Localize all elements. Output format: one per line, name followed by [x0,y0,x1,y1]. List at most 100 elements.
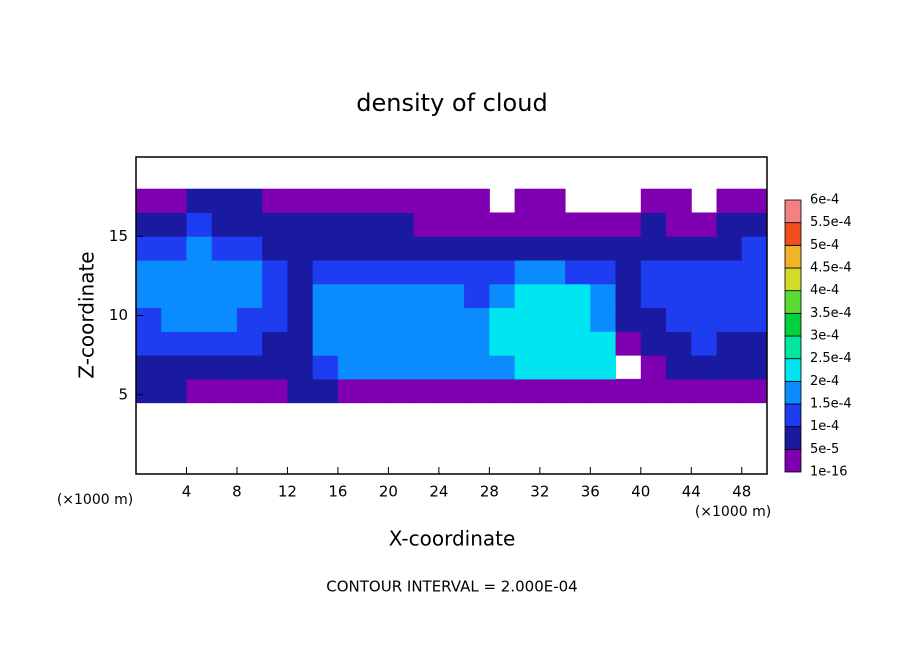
colorbar-label: 2.5e-4 [810,351,852,366]
contour-cell [287,283,314,309]
contour-cell [691,260,718,285]
contour-cell [337,307,364,332]
chart-title: density of cloud [356,89,547,117]
contour-cell [287,260,314,285]
contour-cell [489,307,516,332]
colorbar-label: 3.5e-4 [810,306,852,321]
colorbar-label: 1e-16 [810,465,848,480]
contour-cell [565,260,591,285]
contour-cell [413,283,440,309]
contour-cell [186,331,213,356]
y-unit-label: (×1000 m) [57,492,133,508]
contour-cell [136,236,162,261]
contour-cell [262,307,288,332]
contour-cell [514,331,541,356]
contour-cell [615,283,642,309]
contour-cell [438,378,465,404]
colorbar-box [784,448,802,473]
contour-cell [186,378,213,404]
colorbar-label: 5e-4 [810,238,839,253]
y-tick-label: 10 [109,306,128,324]
contour-cell [666,355,692,380]
contour-cell [186,283,213,309]
contour-cell [312,283,339,309]
contour-cell [615,378,642,404]
contour-cell [590,283,617,309]
contour-cell [161,378,187,404]
contour-cell [438,188,465,213]
contour-cell [161,188,187,213]
contour-cell [565,378,591,404]
x-tick-label: 48 [732,483,751,501]
contour-cell [539,331,566,356]
contour-cell [236,331,263,356]
contour-cell [489,212,516,237]
contour-cell [211,378,238,404]
colorbar-box [784,222,802,246]
contour-cell [590,378,617,404]
contour-cell [539,188,566,213]
contour-cell [287,307,314,332]
contour-cell [236,212,263,237]
contour-cell [590,307,617,332]
contour-cell [312,331,339,356]
contour-cell [161,212,187,237]
contour-cell [489,283,516,309]
contour-cell [161,307,187,332]
contour-cell [666,283,692,309]
contour-cell [716,331,743,356]
contour-cell [640,188,667,213]
contour-cell [539,355,566,380]
colorbar-box [784,403,802,428]
contour-cell [337,283,364,309]
contour-cell [337,236,364,261]
contour-cell [539,307,566,332]
contour-cell [640,283,667,309]
contour-cell [262,331,288,356]
contour-cell [186,188,213,213]
contour-cell [489,355,516,380]
colorbar-label: 4e-4 [810,283,839,298]
colorbar-label: 5.5e-4 [810,215,852,230]
x-tick-label: 20 [379,483,398,501]
contour-cell [539,283,566,309]
contour-cell [438,212,465,237]
contour-cell [615,260,642,285]
contour-cell [691,355,718,380]
contour-cell [287,355,314,380]
contour-cell [337,260,364,285]
contour-cell [363,236,389,261]
contour-cell [438,355,465,380]
contour-cell [464,307,490,332]
contour-cell [413,355,440,380]
contour-cell [337,331,364,356]
contour-cell [236,283,263,309]
contour-cell [438,283,465,309]
contour-cell [413,378,440,404]
colorbar-label: 4.5e-4 [810,261,852,276]
contour-cell [287,378,314,404]
contour-cell [590,212,617,237]
contour-cell [236,236,263,261]
contour-cell [211,260,238,285]
contour-cell [615,307,642,332]
contour-cell [262,260,288,285]
contour-cell [312,260,339,285]
contour-cell [464,260,490,285]
contour-cell [413,212,440,237]
contour-cell [287,331,314,356]
colorbar-label: 3e-4 [810,329,839,344]
contour-cell [464,283,490,309]
contour-cell [236,307,263,332]
contour-cell [388,355,415,380]
x-tick-label: 16 [328,483,347,501]
contour-cell [312,378,339,404]
contour-cell [388,283,415,309]
colorbar-box [784,426,802,450]
contour-cell [590,355,617,380]
contour-cell [186,260,213,285]
colorbar-box [784,290,802,314]
contour-cell [438,236,465,261]
contour-cell [337,378,364,404]
contour-cell [666,307,692,332]
